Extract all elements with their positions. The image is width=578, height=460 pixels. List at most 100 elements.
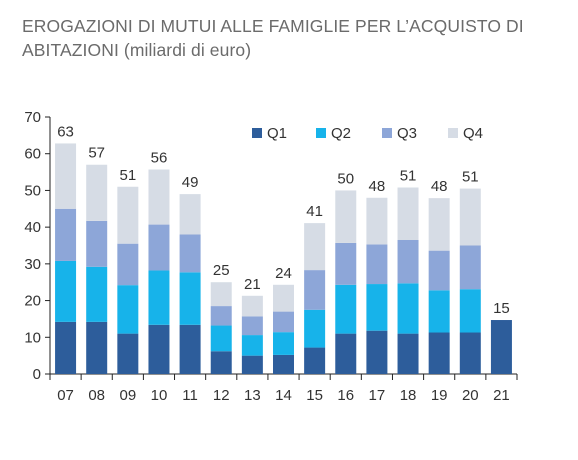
bar-segment-q1 <box>273 354 294 374</box>
bar-segment-q4 <box>241 295 263 317</box>
bar-segment-q4 <box>210 282 232 307</box>
x-tick-label: 13 <box>244 387 261 404</box>
x-tick-label: 18 <box>400 387 417 404</box>
bar-total-label: 57 <box>88 145 105 162</box>
bar-segment-q3 <box>117 243 139 286</box>
bar-total-label: 63 <box>57 123 74 140</box>
bar-segment-q3 <box>459 245 481 290</box>
legend-label-q4: Q4 <box>463 125 483 142</box>
x-tick-label: 10 <box>151 387 168 404</box>
bar-total-label: 25 <box>213 262 230 279</box>
bar-segment-q1 <box>366 330 388 374</box>
bar-segment-q3 <box>304 270 326 310</box>
legend-label-q2: Q2 <box>331 125 351 142</box>
bar-segment-q2 <box>117 285 139 334</box>
bar-segment-q3 <box>55 208 77 261</box>
bar-segment-q1 <box>148 324 170 374</box>
bar-segment-q2 <box>241 335 263 356</box>
bar-total-label: 51 <box>462 169 479 186</box>
x-tick-label: 16 <box>337 387 354 404</box>
bar-segment-q3 <box>366 244 388 285</box>
bar-total-label: 56 <box>151 150 168 167</box>
x-tick-label: 11 <box>182 387 198 404</box>
x-tick-label: 09 <box>119 387 136 404</box>
bar-total-label: 15 <box>493 300 510 317</box>
bar-segment-q1 <box>459 332 481 374</box>
y-tick-label: 30 <box>24 256 41 273</box>
bar-segment-q1 <box>55 321 77 374</box>
bar-segment-q2 <box>304 309 326 348</box>
bar-segment-q2 <box>366 284 388 331</box>
x-tick-label: 19 <box>431 387 448 404</box>
bar-segment-q3 <box>428 250 450 291</box>
x-tick-label: 17 <box>369 387 386 404</box>
bar-total-label: 51 <box>400 167 417 184</box>
bar-segment-q1 <box>490 320 512 374</box>
bar-segment-q3 <box>179 234 201 273</box>
bar-segment-q2 <box>459 289 481 333</box>
x-tick-label: 12 <box>213 387 230 404</box>
bar-segment-q3 <box>273 311 294 333</box>
bar-segment-q2 <box>335 284 357 334</box>
bar-total-label: 41 <box>306 203 323 220</box>
bar-segment-q2 <box>210 325 232 352</box>
x-tick-label: 07 <box>57 387 74 404</box>
bar-segment-q3 <box>241 316 263 336</box>
bar-segment-q2 <box>148 270 170 325</box>
bar-segment-q2 <box>55 260 77 322</box>
legend-label-q1: Q1 <box>267 125 287 142</box>
bar-segment-q1 <box>304 347 326 374</box>
bar-segment-q2 <box>397 283 419 334</box>
chart-title: EROGAZIONI DI MUTUI ALLE FAMIGLIE PER L’… <box>22 14 562 62</box>
bar-total-label: 48 <box>369 178 386 195</box>
y-tick-label: 40 <box>24 219 41 236</box>
bar-segment-q4 <box>397 187 419 240</box>
legend-swatch-q3 <box>382 128 392 138</box>
bar-segment-q4 <box>117 186 139 244</box>
bar-segment-q4 <box>366 197 388 245</box>
legend-swatch-q2 <box>316 128 326 138</box>
legend-label-q3: Q3 <box>397 125 417 142</box>
legend-swatch-q4 <box>448 128 458 138</box>
bar-segment-q4 <box>179 194 201 235</box>
bar-segment-q2 <box>86 266 108 322</box>
bar-segment-q1 <box>397 333 419 374</box>
bar-segment-q3 <box>148 224 170 271</box>
bar-segment-q1 <box>86 321 108 374</box>
bar-segment-q4 <box>273 284 294 312</box>
bar-segment-q1 <box>241 355 263 374</box>
bar-segment-q4 <box>428 198 450 251</box>
bar-segment-q4 <box>459 188 481 246</box>
x-tick-label: 21 <box>493 387 510 404</box>
bar-segment-q3 <box>210 306 232 326</box>
bars <box>55 143 512 374</box>
bar-segment-q2 <box>428 290 450 333</box>
y-tick-label: 10 <box>24 329 41 346</box>
x-tick-label: 20 <box>462 387 479 404</box>
bar-segment-q4 <box>86 164 108 221</box>
bar-segment-q1 <box>335 333 357 374</box>
bar-segment-q4 <box>148 169 170 225</box>
y-axis: 0 10 20 30 40 50 60 70 <box>24 109 51 383</box>
chart-title-line-1: EROGAZIONI DI MUTUI ALLE FAMIGLIE PER L’… <box>22 16 524 36</box>
x-tick-label: 14 <box>275 387 292 404</box>
bar-total-label: 51 <box>119 167 136 184</box>
bar-segment-q4 <box>335 190 357 243</box>
bar-total-label: 49 <box>182 174 199 191</box>
bar-segment-q1 <box>428 332 450 374</box>
x-tick-label: 15 <box>306 387 323 404</box>
legend: Q1 Q2 Q3 Q4 <box>252 125 483 142</box>
bar-segment-q4 <box>55 143 77 209</box>
bar-segment-q2 <box>179 272 201 325</box>
y-tick-label: 20 <box>24 293 41 310</box>
bar-segment-q3 <box>335 242 357 285</box>
legend-swatch-q1 <box>252 128 262 138</box>
data-labels: 63 57 51 56 49 25 21 24 41 50 48 51 48 51 15 <box>57 123 510 317</box>
chart-title-line-2: ABITAZIONI (miliardi di euro) <box>22 40 252 60</box>
x-tick-label: 08 <box>88 387 105 404</box>
bar-total-label: 24 <box>275 265 292 282</box>
y-tick-label: 0 <box>33 366 41 383</box>
bar-segment-q3 <box>86 220 108 267</box>
bar-segment-q1 <box>179 324 201 374</box>
